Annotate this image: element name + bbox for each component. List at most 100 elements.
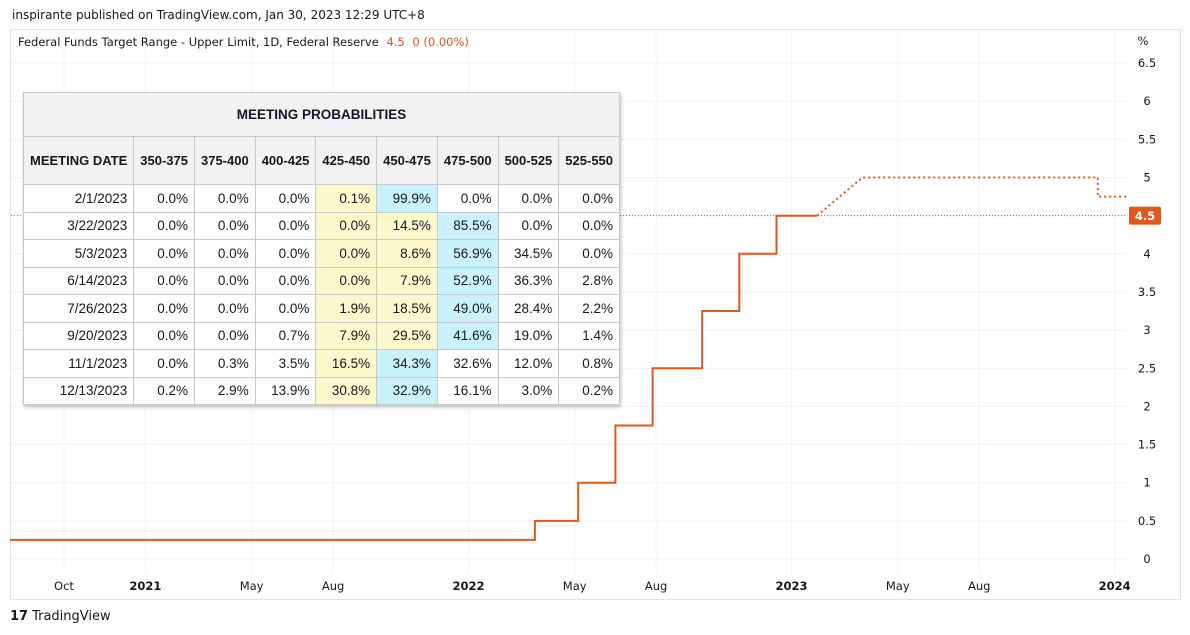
column-header: 350-375 bbox=[133, 136, 195, 185]
y-axis-tick-label: 0.5 bbox=[1138, 514, 1156, 528]
column-header: 400-425 bbox=[254, 136, 317, 185]
probability-cell: 19.0% bbox=[497, 321, 560, 350]
y-axis-tick-label: 2.5 bbox=[1138, 361, 1156, 375]
table-row: 2/1/2023 0.0% 0.0% 0.0% 0.1% 99.9% 0.0% 0.0% 0.0… bbox=[22, 184, 621, 213]
y-axis-tick-label: 3 bbox=[1143, 323, 1150, 337]
x-axis-tick-label: 2021 bbox=[129, 579, 161, 593]
y-axis-tick-label: 4 bbox=[1143, 247, 1150, 261]
tradingview-logo[interactable]: 17 TradingView bbox=[10, 609, 111, 624]
probability-cell: 16.5% bbox=[315, 349, 378, 378]
meeting-date-cell: 2/1/2023 bbox=[22, 184, 135, 213]
tradingview-brand: TradingView bbox=[32, 609, 111, 624]
meeting-date-cell: 12/13/2023 bbox=[22, 376, 135, 405]
y-axis-tick-label: 2 bbox=[1143, 399, 1150, 413]
probability-cell: 49.0% bbox=[436, 294, 499, 323]
probability-cell: 2.2% bbox=[558, 294, 621, 323]
probability-cell: 28.4% bbox=[497, 294, 560, 323]
probability-cell: 13.9% bbox=[254, 376, 317, 405]
probability-cell: 0.2% bbox=[133, 376, 195, 405]
probability-cell: 0.0% bbox=[315, 239, 378, 268]
probability-cell: 34.5% bbox=[497, 239, 560, 268]
probability-cell: 0.2% bbox=[558, 376, 621, 405]
probability-cell: 7.9% bbox=[376, 266, 438, 295]
probability-cell: 32.9% bbox=[376, 376, 438, 405]
probability-cell: 41.6% bbox=[436, 321, 499, 350]
y-axis-tick-label: 6.5 bbox=[1138, 56, 1156, 70]
probability-cell: 0.0% bbox=[254, 239, 317, 268]
probability-cell: 30.8% bbox=[315, 376, 378, 405]
table-row: 5/3/2023 0.0% 0.0% 0.0% 0.0% 8.6% 56.9% 34.5% 0.… bbox=[22, 239, 621, 268]
probability-cell: 0.0% bbox=[133, 184, 195, 213]
x-axis-tick-label: 2022 bbox=[452, 579, 484, 593]
y-axis-tick-label: 5 bbox=[1143, 171, 1150, 185]
probability-cell: 0.0% bbox=[254, 184, 317, 213]
current-value-label: 4.5 bbox=[1135, 209, 1155, 223]
probability-cell: 0.0% bbox=[133, 349, 195, 378]
series-legend[interactable]: Federal Funds Target Range - Upper Limit… bbox=[18, 35, 469, 49]
table-row: 12/13/2023 0.2% 2.9% 13.9% 30.8% 32.9% 16.1% 3.… bbox=[22, 376, 621, 405]
meeting-date-cell: 3/22/2023 bbox=[22, 211, 135, 240]
probability-cell: 0.0% bbox=[193, 184, 256, 213]
probability-cell: 16.1% bbox=[436, 376, 499, 405]
y-axis-tick-label: 5.5 bbox=[1138, 132, 1156, 146]
column-header: 375-400 bbox=[193, 136, 256, 185]
y-axis-unit-label: % bbox=[1138, 34, 1149, 48]
probability-cell: 0.8% bbox=[558, 349, 621, 378]
probability-cell: 0.3% bbox=[193, 349, 256, 378]
meeting-date-cell: 11/1/2023 bbox=[22, 349, 135, 378]
column-header: 500-525 bbox=[497, 136, 560, 185]
x-axis-tick-label: 2023 bbox=[776, 579, 808, 593]
probability-cell: 14.5% bbox=[376, 211, 438, 240]
probability-cell: 85.5% bbox=[436, 211, 499, 240]
probability-cell: 18.5% bbox=[376, 294, 438, 323]
probability-cell: 0.7% bbox=[254, 321, 317, 350]
probability-cell: 34.3% bbox=[376, 349, 438, 378]
meeting-date-cell: 7/26/2023 bbox=[22, 294, 135, 323]
table-row: 7/26/2023 0.0% 0.0% 0.0% 1.9% 18.5% 49.0% 28.4%… bbox=[22, 294, 621, 323]
probability-cell: 0.0% bbox=[315, 211, 378, 240]
probability-cell: 0.0% bbox=[315, 266, 378, 295]
current-value-badge bbox=[1129, 206, 1161, 225]
x-axis-tick-label: May bbox=[240, 579, 264, 593]
column-header: MEETING DATE bbox=[22, 136, 135, 185]
probability-cell: 0.0% bbox=[558, 211, 621, 240]
x-axis-tick-label: Oct bbox=[54, 579, 74, 593]
probability-cell: 0.0% bbox=[497, 211, 560, 240]
x-axis-tick-label: May bbox=[886, 579, 910, 593]
published-info: inspirante published on TradingView.com,… bbox=[12, 8, 425, 22]
probability-cell: 0.0% bbox=[133, 211, 195, 240]
probability-cell: 3.0% bbox=[497, 376, 560, 405]
probability-cell: 0.0% bbox=[497, 184, 560, 213]
probability-cell: 32.6% bbox=[436, 349, 499, 378]
probability-cell: 56.9% bbox=[436, 239, 499, 268]
probability-cell: 0.0% bbox=[254, 211, 317, 240]
y-axis-tick-label: 3.5 bbox=[1138, 285, 1156, 299]
legend-value: 4.5 bbox=[386, 35, 405, 49]
probability-cell: 0.0% bbox=[558, 184, 621, 213]
probability-cell: 99.9% bbox=[376, 184, 438, 213]
probability-cell: 0.0% bbox=[558, 239, 621, 268]
column-header: 450-475 bbox=[376, 136, 438, 185]
probability-cell: 0.0% bbox=[193, 266, 256, 295]
tradingview-mark-icon: 17 bbox=[10, 609, 29, 624]
probability-cell: 0.0% bbox=[193, 211, 256, 240]
table-row: 11/1/2023 0.0% 0.3% 3.5% 16.5% 34.3% 32.6% 12.0… bbox=[22, 349, 621, 378]
probability-cell: 0.0% bbox=[436, 184, 499, 213]
probability-cell: 1.4% bbox=[558, 321, 621, 350]
projected-rate-line[interactable] bbox=[816, 176, 1127, 217]
probability-cell: 0.0% bbox=[193, 239, 256, 268]
meeting-date-cell: 9/20/2023 bbox=[22, 321, 135, 350]
fed-funds-rate-line[interactable] bbox=[10, 214, 818, 541]
probability-cell: 29.5% bbox=[376, 321, 438, 350]
probability-cell: 0.0% bbox=[133, 321, 195, 350]
probability-cell: 3.5% bbox=[254, 349, 317, 378]
meeting-probabilities-table: MEETING PROBABILITIES MEETING DATE 350-37… bbox=[22, 92, 621, 405]
x-axis-tick-label: May bbox=[563, 579, 587, 593]
probability-cell: 1.9% bbox=[315, 294, 378, 323]
probability-cell: 0.0% bbox=[133, 266, 195, 295]
legend-series-name: Federal Funds Target Range - Upper Limit… bbox=[18, 35, 379, 49]
meeting-date-cell: 5/3/2023 bbox=[22, 239, 135, 268]
probability-cell: 8.6% bbox=[376, 239, 438, 268]
y-axis-tick-label: 6 bbox=[1143, 94, 1150, 108]
probability-cell: 0.1% bbox=[315, 184, 378, 213]
